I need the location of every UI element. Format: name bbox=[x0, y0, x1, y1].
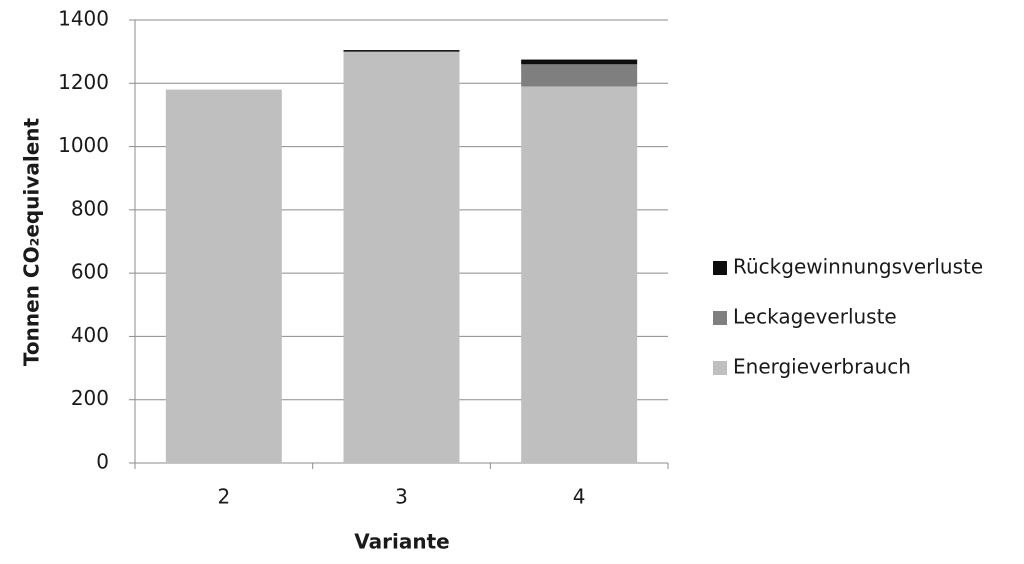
x-axis-label: Variante bbox=[354, 530, 449, 554]
legend-label: Leckageverluste bbox=[733, 305, 897, 329]
y-tick-label: 600 bbox=[71, 260, 109, 284]
bar-segment bbox=[521, 86, 638, 463]
bar-segment bbox=[521, 59, 638, 65]
y-tick-label: 0 bbox=[96, 450, 109, 474]
bar-segment bbox=[165, 89, 282, 463]
legend-label: Rückgewinnungsverluste bbox=[733, 255, 983, 279]
legend-swatch bbox=[713, 361, 727, 375]
bar-segment bbox=[343, 50, 460, 52]
y-tick-label: 1200 bbox=[58, 70, 109, 94]
x-tick-label: 2 bbox=[217, 485, 230, 509]
y-tick-label: 400 bbox=[71, 323, 109, 347]
y-tick-label: 800 bbox=[71, 196, 109, 220]
legend-swatch bbox=[713, 311, 727, 325]
legend-swatch bbox=[713, 261, 727, 275]
y-tick-label: 1000 bbox=[58, 133, 109, 157]
y-axis-label: Tonnen CO₂equivalent bbox=[20, 117, 44, 366]
bar-segment bbox=[343, 51, 460, 464]
y-tick-label: 1400 bbox=[58, 7, 109, 31]
y-tick-label: 200 bbox=[71, 386, 109, 410]
x-tick-label: 3 bbox=[395, 485, 408, 509]
legend-label: Energieverbrauch bbox=[733, 355, 911, 379]
bar-segment bbox=[521, 64, 638, 87]
x-tick-label: 4 bbox=[573, 485, 586, 509]
